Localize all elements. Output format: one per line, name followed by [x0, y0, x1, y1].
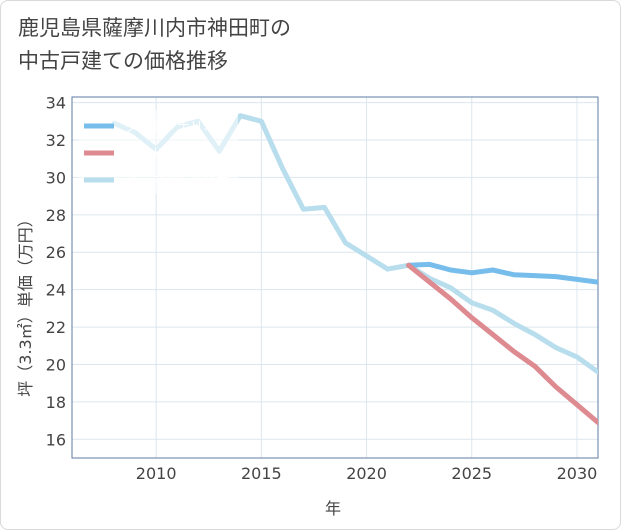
- y-tick-label: 22: [46, 318, 66, 337]
- legend-label: バッドシナリオ: [125, 147, 216, 162]
- y-tick-label: 20: [46, 355, 66, 374]
- series-line-0: [406, 261, 598, 285]
- x-tick-label: 2010: [136, 464, 177, 483]
- chart-title-line1: 鹿児島県薩摩川内市神田町の: [18, 16, 291, 40]
- y-tick-label: 16: [46, 430, 66, 449]
- y-tick-label: 30: [46, 168, 66, 187]
- chart-title-line2: 中古戸建ての価格推移: [18, 49, 228, 73]
- gridlines: [72, 97, 598, 458]
- legend-label: ノーマルシナリオ: [125, 174, 229, 189]
- y-tick-label: 24: [46, 281, 66, 300]
- y-tick-label: 34: [46, 94, 66, 113]
- x-axis-label: 年: [325, 499, 341, 518]
- series-line-1: [406, 262, 598, 425]
- legend-label: グッドシナリオ: [125, 120, 216, 135]
- x-tick-label: 2025: [451, 464, 492, 483]
- chart-title: 鹿児島県薩摩川内市神田町の 中古戸建ての価格推移: [18, 12, 578, 78]
- y-tick-label: 32: [46, 131, 66, 150]
- x-tick-label: 2015: [241, 464, 282, 483]
- x-tick-label: 2030: [557, 464, 598, 483]
- axis-ticks: 2010 2015 2020 2025 2030 16 18 20 22 24 26 28 30 32 34: [46, 94, 598, 483]
- plot-frame: [71, 96, 599, 459]
- x-tick-label: 2020: [346, 464, 387, 483]
- y-tick-label: 28: [46, 206, 66, 225]
- y-tick-label: 26: [46, 243, 66, 262]
- y-axis-label: 坪（3.3㎡）単価（万円）: [16, 211, 35, 396]
- y-tick-label: 18: [46, 393, 66, 412]
